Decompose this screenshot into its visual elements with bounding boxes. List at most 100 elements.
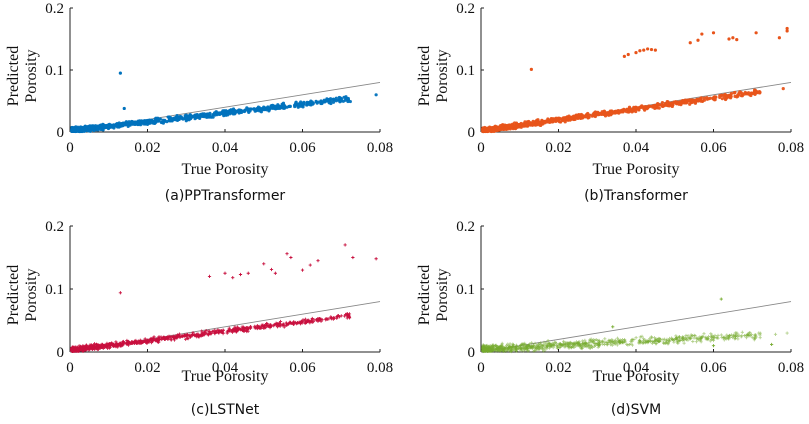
data-point: [225, 330, 229, 334]
outlier-point: [700, 32, 704, 36]
data-point: [588, 339, 592, 343]
data-point: [249, 107, 253, 111]
outlier-point: [300, 268, 305, 272]
data-point: [98, 344, 102, 348]
data-point: [724, 97, 728, 101]
data-point: [535, 118, 539, 122]
data-point: [314, 100, 319, 104]
y-axis-label-line2: Porosity: [434, 49, 451, 102]
chart-caption: (d)SVM: [611, 402, 661, 418]
data-point: [615, 343, 619, 347]
data-point: [122, 122, 126, 127]
data-point: [80, 127, 84, 132]
data-point: [76, 127, 80, 132]
data-point: [137, 341, 141, 345]
data-point: [285, 322, 289, 326]
data-point: [176, 116, 181, 120]
data-point: [785, 331, 789, 335]
data-point: [607, 340, 611, 345]
data-point: [781, 87, 785, 91]
data-point: [301, 318, 305, 322]
data-point: [130, 122, 134, 126]
data-point: [508, 342, 512, 346]
data-point: [499, 343, 504, 347]
data-point: [562, 339, 566, 343]
data-point: [186, 337, 190, 341]
data-point: [494, 346, 498, 350]
outlier-point: [611, 325, 615, 329]
data-point: [705, 337, 709, 342]
data-point: [256, 105, 261, 109]
data-point: [626, 343, 630, 347]
data-point: [647, 104, 651, 108]
data-point: [325, 99, 329, 103]
data-point: [744, 336, 749, 340]
data-point: [187, 114, 191, 119]
data-point: [80, 347, 84, 351]
data-point: [560, 118, 564, 122]
outlier-point: [343, 243, 347, 247]
data-point: [294, 101, 298, 105]
y-tick-label: 0: [57, 345, 65, 361]
data-point: [94, 342, 99, 346]
data-point: [758, 336, 762, 340]
data-point: [324, 318, 328, 322]
data-point: [642, 106, 646, 111]
y-tick-label: 0: [468, 345, 476, 361]
data-point: [519, 345, 523, 349]
data-point: [523, 347, 527, 351]
x-tick-label: 0.06: [289, 140, 316, 156]
data-point: [677, 335, 681, 339]
data-point: [145, 120, 150, 124]
data-point: [586, 345, 590, 349]
data-point: [740, 330, 744, 334]
y-tick-label: 0.2: [45, 1, 64, 17]
outlier-point: [634, 51, 638, 55]
data-point: [543, 348, 547, 352]
data-point: [191, 333, 195, 337]
data-point: [592, 344, 597, 348]
data-point: [192, 114, 196, 119]
data-point: [195, 113, 199, 117]
data-point: [674, 334, 678, 338]
data-point: [630, 108, 634, 112]
data-point: [566, 343, 570, 347]
data-point: [275, 325, 280, 329]
data-point: [504, 343, 509, 347]
data-point: [83, 127, 88, 131]
outlier-point: [626, 52, 630, 57]
y-tick-label: 0: [57, 125, 65, 141]
data-point: [345, 97, 349, 101]
data-point: [518, 347, 522, 351]
data-point: [734, 335, 738, 339]
data-point: [278, 324, 282, 328]
outlier-point: [207, 274, 212, 278]
data-point: [687, 98, 692, 102]
data-point: [302, 100, 306, 104]
data-point: [487, 129, 492, 133]
data-point: [573, 117, 577, 122]
data-point: [254, 325, 258, 330]
data-point: [169, 118, 173, 122]
data-point: [134, 340, 138, 344]
data-point: [234, 326, 238, 331]
data-point: [603, 337, 607, 341]
x-tick-label: 0.06: [289, 360, 316, 376]
data-points: [481, 26, 789, 134]
data-point: [509, 349, 513, 353]
data-point: [335, 314, 340, 318]
data-point: [653, 338, 657, 342]
outlier-point: [285, 252, 289, 256]
data-point: [296, 321, 300, 325]
x-axis-label: True Porosity: [593, 161, 680, 178]
data-point: [696, 336, 700, 340]
data-point: [753, 88, 757, 92]
data-point: [498, 346, 502, 350]
outlier-point: [529, 67, 533, 71]
data-point: [660, 103, 664, 107]
data-point: [158, 117, 162, 121]
data-point: [583, 344, 587, 348]
data-point: [738, 90, 742, 94]
data-point: [184, 337, 188, 341]
outlier-point: [785, 29, 789, 33]
